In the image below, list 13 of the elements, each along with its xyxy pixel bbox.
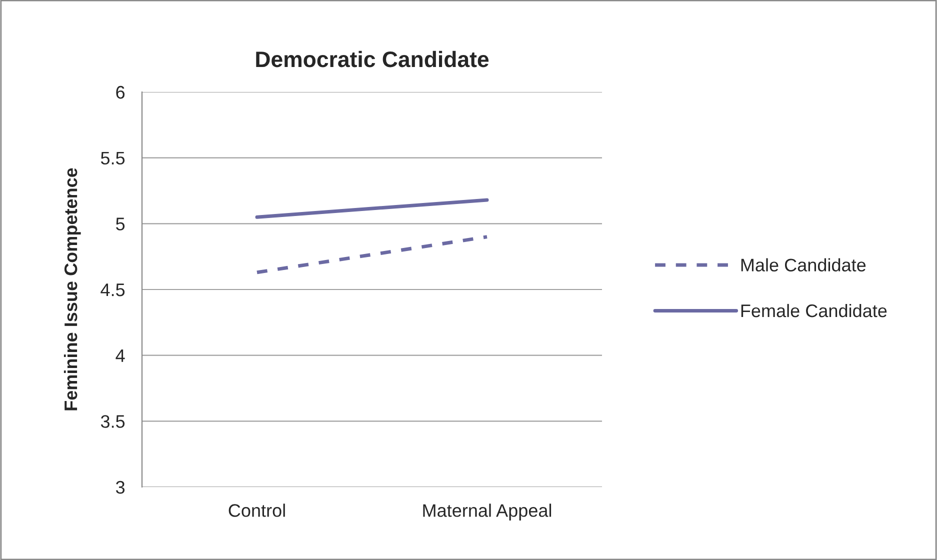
y-tick-label: 3 (116, 480, 125, 494)
legend-label: Female Candidate (741, 304, 887, 318)
y-tick-label: 6 (116, 86, 125, 99)
x-tick-label: Maternal Appeal (423, 504, 552, 520)
y-tick-label: 5 (116, 218, 125, 230)
y-tick-label: 4.5 (100, 284, 125, 296)
chart-title: Democratic Candidate (256, 50, 489, 68)
y-tick-label: 5.5 (100, 152, 125, 165)
y-axis-title: Feminine Issue Competence (64, 168, 81, 410)
y-tick-label: 4 (116, 349, 125, 362)
x-tick-label: Control (228, 504, 285, 517)
y-tick-label: 3.5 (100, 415, 125, 428)
legend-label: Male Candidate (741, 258, 866, 272)
